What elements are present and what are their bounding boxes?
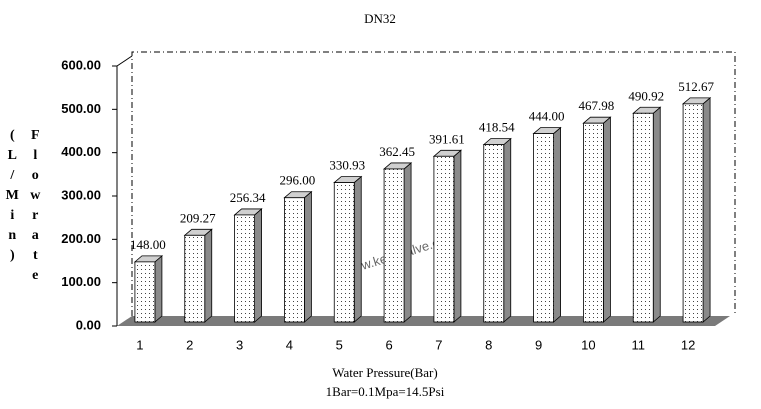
bar-front [333, 182, 355, 323]
bar-side [254, 208, 262, 323]
bar-side [204, 228, 213, 323]
bar [632, 106, 662, 323]
bar-front [134, 261, 156, 323]
bar-front [483, 144, 505, 323]
y-tick-label: 600.00 [61, 57, 101, 72]
value-label: 391.61 [429, 131, 465, 146]
y-tick-label: 0.00 [76, 317, 101, 332]
bar-side [353, 175, 362, 323]
x-tick-label: 5 [336, 337, 343, 352]
value-label: 209.27 [180, 210, 216, 225]
value-label: 256.34 [230, 190, 266, 205]
value-label: 444.00 [529, 109, 565, 124]
bar-front [632, 112, 654, 323]
x-tick-label: 1 [136, 337, 143, 352]
bar [133, 254, 163, 323]
x-tick-label: 6 [385, 337, 392, 352]
bar-front [383, 168, 405, 323]
bar-side [553, 126, 561, 323]
bar-front [234, 214, 255, 323]
y-axis-unit: (L/Min) [5, 128, 20, 268]
x-tick-label: 11 [632, 337, 646, 352]
value-label: 362.45 [379, 144, 415, 159]
bar-side [652, 106, 661, 323]
value-label: 148.00 [130, 237, 166, 252]
bar-front [284, 197, 305, 323]
y-tick-label: 200.00 [61, 231, 101, 246]
bar-front [682, 103, 704, 323]
bar [482, 137, 512, 323]
note: 1Bar=0.1Mpa=14.5Psi [326, 384, 445, 399]
bar [233, 208, 263, 323]
bar-side [403, 162, 412, 323]
y-tick-label: 400.00 [61, 144, 101, 159]
bar-side [603, 116, 611, 323]
x-tick-label: 12 [681, 337, 695, 352]
value-label: 490.92 [628, 88, 664, 103]
bar [333, 175, 363, 323]
y-tick-label: 100.00 [61, 274, 101, 289]
value-label: 330.93 [329, 158, 365, 173]
x-tick-label: 8 [485, 337, 492, 352]
bar-side [304, 190, 312, 323]
value-label: 418.54 [479, 120, 515, 135]
bar-front [433, 155, 455, 323]
y-axis-label: Flowrate [28, 128, 43, 288]
bar [682, 96, 712, 323]
x-tick-label: 3 [236, 337, 243, 352]
x-axis-label: Water Pressure(Bar) [332, 365, 437, 380]
chart-title: DN32 [364, 11, 396, 26]
bar-side [702, 96, 711, 323]
bar-front [184, 234, 206, 323]
bar-side [453, 149, 462, 323]
bar-front [583, 122, 604, 323]
bar [432, 149, 462, 323]
x-tick-label: 10 [581, 337, 595, 352]
back-frame [131, 51, 736, 316]
bar-side [154, 254, 163, 323]
bar-front [533, 133, 554, 323]
bar [582, 116, 612, 323]
y-axis-depth [116, 55, 133, 67]
x-tick-label: 2 [186, 337, 193, 352]
x-tick-label: 9 [535, 337, 542, 352]
bar [532, 126, 562, 323]
bar [383, 162, 413, 323]
y-tick-label: 500.00 [61, 101, 101, 116]
value-label: 512.67 [678, 79, 714, 94]
floor [117, 316, 730, 326]
x-tick-label: 7 [435, 337, 442, 352]
bar-side [503, 137, 512, 323]
bar [283, 190, 313, 323]
value-label: 467.98 [579, 98, 615, 113]
y-tick-label: 300.00 [61, 187, 101, 202]
bar [183, 228, 213, 323]
x-tick-label: 4 [286, 337, 293, 352]
value-label: 296.00 [280, 173, 316, 188]
